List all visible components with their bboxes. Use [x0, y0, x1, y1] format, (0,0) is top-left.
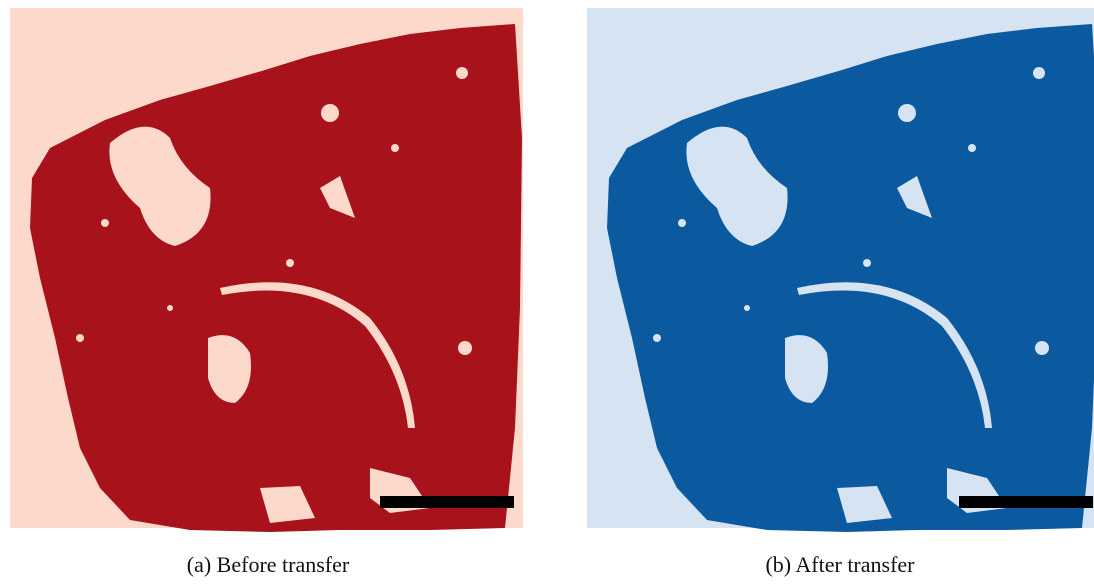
- scale-bar: [959, 496, 1093, 508]
- panel-a-image: [10, 8, 523, 532]
- panel-b-image: [587, 8, 1094, 532]
- caption: (a) Before transfer: [187, 552, 350, 577]
- page: (a) Before transfer (b) After transfer (…: [0, 0, 1094, 587]
- caption: (b) After transfer: [765, 552, 915, 577]
- scale-bar: [380, 496, 514, 508]
- figure: (a) Before transfer (b) After transfer: [0, 0, 1094, 587]
